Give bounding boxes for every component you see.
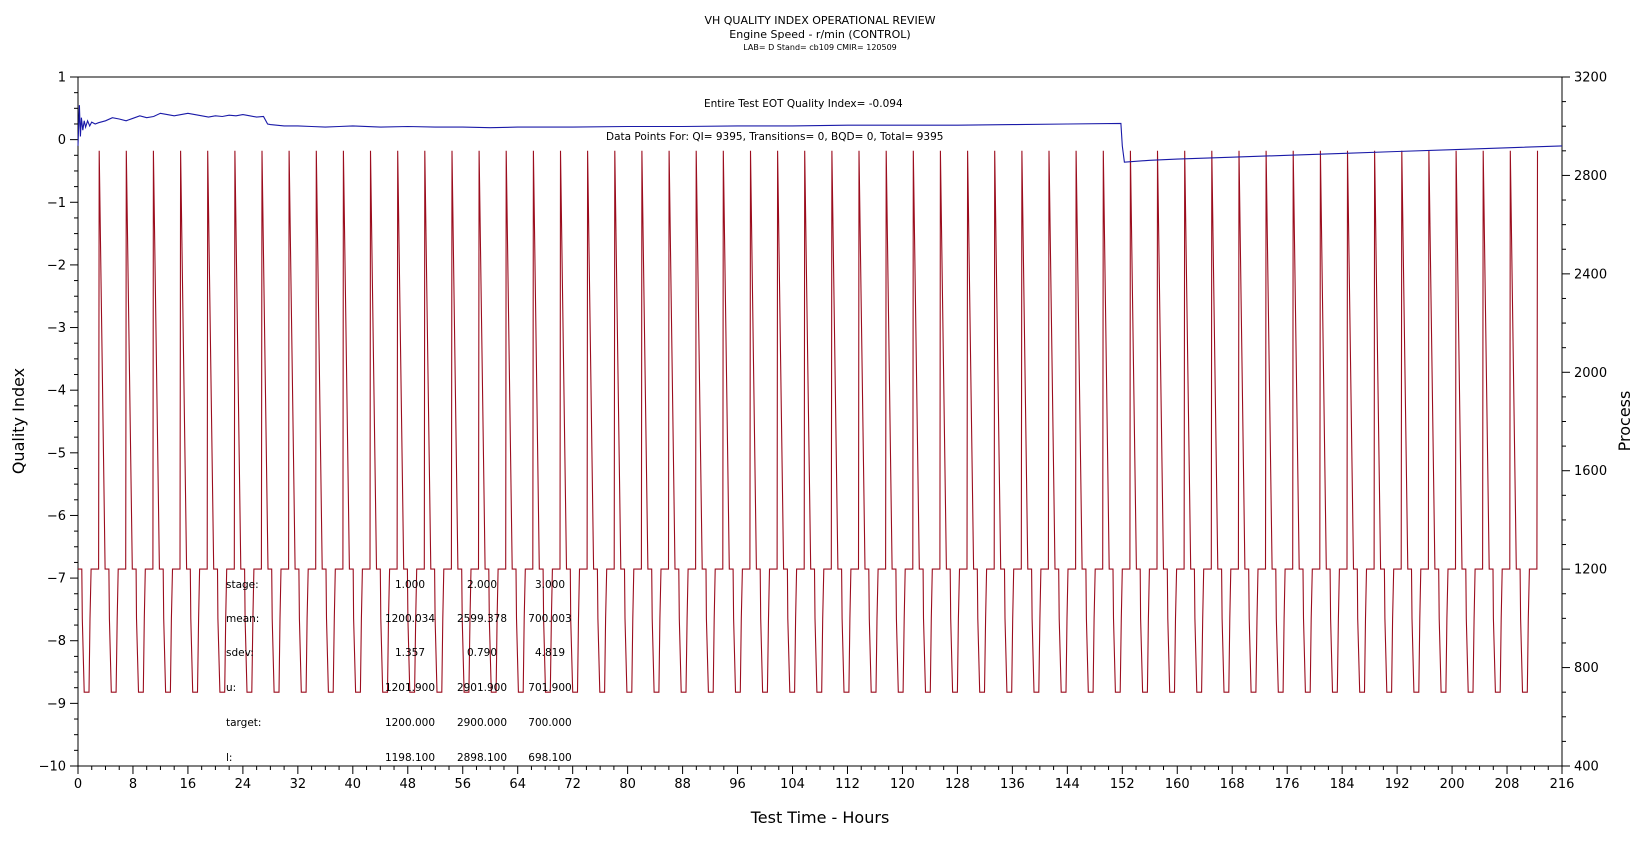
chart-meta: LAB= D Stand= cb109 CMIR= 120509 — [743, 43, 897, 52]
x-tick-label: 40 — [345, 777, 362, 792]
process-series-line — [78, 150, 1539, 693]
x-tick-label: 120 — [890, 777, 915, 792]
stats-row-label: u: — [226, 682, 236, 694]
eot-quality-index-note: Entire Test EOT Quality Index= -0.094 — [704, 98, 903, 110]
x-tick-label: 104 — [780, 777, 805, 792]
x-tick-label: 32 — [290, 777, 307, 792]
stats-value: 2900.000 — [457, 717, 507, 729]
y2-tick-label: 1600 — [1574, 464, 1607, 479]
x-tick-label: 80 — [619, 777, 636, 792]
x-tick-label: 168 — [1220, 777, 1245, 792]
y-tick-label: 0 — [58, 133, 66, 148]
x-tick-label: 88 — [674, 777, 691, 792]
x-tick-label: 64 — [509, 777, 526, 792]
y-tick-label: 1 — [58, 71, 66, 86]
y-tick-label: −2 — [47, 258, 66, 273]
stats-value: 3.000 — [535, 579, 565, 591]
stats-row-label: sdev: — [226, 647, 254, 659]
y2-tick-label: 1200 — [1574, 563, 1607, 578]
stats-value: 698.100 — [528, 752, 571, 764]
stats-row-label: l: — [226, 752, 232, 764]
y-tick-label: −9 — [47, 697, 66, 712]
stats-value: 1.357 — [395, 647, 425, 659]
y-tick-label: −6 — [47, 509, 66, 524]
axis-ticks: 0 8 16 24 32 40 48 56 64 72 80 88 96 104 112 120 128 136 1… — [39, 71, 1608, 793]
data-points-note: Data Points For: QI= 9395, Transitions= … — [606, 131, 943, 143]
y-tick-label: −5 — [47, 446, 66, 461]
y-tick-label: −10 — [39, 760, 66, 775]
chart-subtitle: Engine Speed - r/min (CONTROL) — [729, 28, 910, 41]
x-tick-label: 136 — [1000, 777, 1025, 792]
y-tick-label: −7 — [47, 572, 66, 587]
x-axis-label: Test Time - Hours — [750, 808, 890, 827]
x-tick-label: 176 — [1275, 777, 1300, 792]
y-axis-label: Quality Index — [9, 368, 28, 474]
y-tick-label: −3 — [47, 321, 66, 336]
stats-value: 0.790 — [467, 647, 497, 659]
x-tick-label: 0 — [74, 777, 82, 792]
x-tick-label: 8 — [129, 777, 137, 792]
stats-value: 1.000 — [395, 579, 425, 591]
stats-value: 700.000 — [528, 717, 571, 729]
stats-row-label: mean: — [226, 613, 259, 625]
x-tick-label: 48 — [400, 777, 417, 792]
y2-tick-label: 3200 — [1574, 71, 1607, 86]
x-tick-label: 72 — [564, 777, 581, 792]
x-tick-label: 56 — [454, 777, 471, 792]
x-tick-label: 16 — [180, 777, 197, 792]
y2-tick-label: 800 — [1574, 661, 1599, 676]
stats-row-label: stage: — [226, 579, 259, 591]
y-tick-label: −4 — [47, 384, 66, 399]
stats-value: 700.003 — [528, 613, 571, 625]
y2-tick-label: 2000 — [1574, 366, 1607, 381]
stats-value: 2599.378 — [457, 613, 507, 625]
x-tick-label: 128 — [945, 777, 970, 792]
x-tick-label: 152 — [1110, 777, 1135, 792]
x-tick-label: 160 — [1165, 777, 1190, 792]
y2-tick-label: 2800 — [1574, 169, 1607, 184]
x-tick-label: 112 — [835, 777, 860, 792]
stats-value: 701.900 — [528, 682, 571, 694]
x-tick-label: 200 — [1440, 777, 1465, 792]
chart-title: VH QUALITY INDEX OPERATIONAL REVIEW — [704, 14, 935, 27]
x-tick-label: 192 — [1385, 777, 1410, 792]
stats-value: 1201.900 — [385, 682, 435, 694]
x-tick-label: 208 — [1495, 777, 1520, 792]
stats-value: 2901.900 — [457, 682, 507, 694]
y2-tick-label: 2400 — [1574, 267, 1607, 282]
y-tick-label: −1 — [47, 196, 66, 211]
x-tick-label: 24 — [235, 777, 252, 792]
series-layer — [77, 105, 1563, 693]
x-tick-label: 184 — [1330, 777, 1355, 792]
y2-tick-label: 400 — [1574, 760, 1599, 775]
x-tick-label: 96 — [729, 777, 746, 792]
stats-value: 4.819 — [535, 647, 565, 659]
quality-index-series-line — [77, 105, 1563, 163]
y-tick-label: −8 — [47, 634, 66, 649]
y2-axis-label: Process — [1615, 391, 1634, 452]
stats-value: 1198.100 — [385, 752, 435, 764]
x-tick-label: 144 — [1055, 777, 1080, 792]
x-tick-label: 216 — [1550, 777, 1575, 792]
stats-table: stage: 1.000 2.000 3.000 mean: 1200.034 2599.3… — [226, 579, 572, 764]
stats-value: 2898.100 — [457, 752, 507, 764]
stats-value: 2.000 — [467, 579, 497, 591]
stats-value: 1200.000 — [385, 717, 435, 729]
stats-value: 1200.034 — [385, 613, 435, 625]
stats-row-label: target: — [226, 717, 261, 729]
